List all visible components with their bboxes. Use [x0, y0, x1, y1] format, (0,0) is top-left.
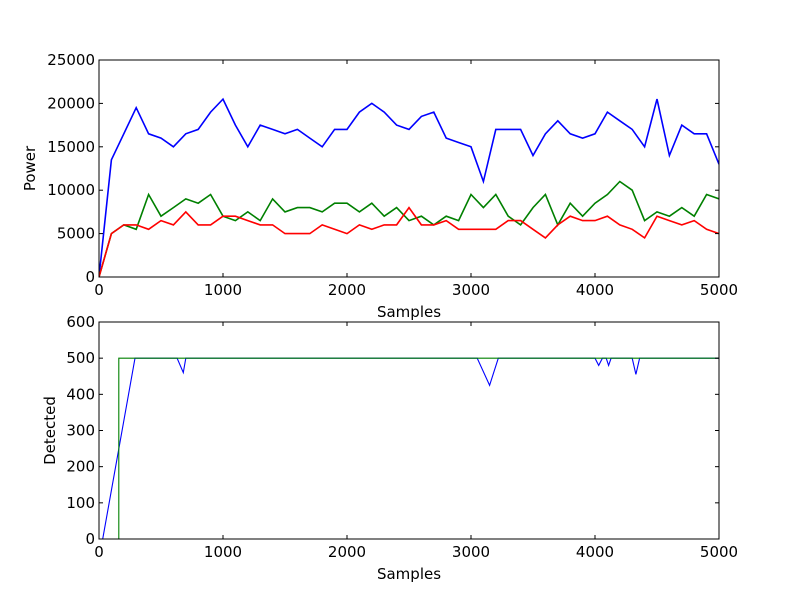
y-tick-label: 15000 [47, 138, 95, 156]
x-tick-label: 3000 [452, 543, 490, 561]
ylabel: Detected [41, 396, 59, 465]
y-tick-label: 200 [66, 458, 95, 476]
ylabel: Power [21, 145, 39, 191]
y-tick-label: 300 [66, 422, 95, 440]
series-line-2 [99, 206, 719, 277]
x-tick-label: 2000 [328, 281, 366, 299]
y-tick-label: 10000 [47, 181, 95, 199]
y-tick-label: 0 [85, 268, 95, 286]
x-tick-label: 4000 [576, 281, 614, 299]
y-tick-label: 0 [85, 530, 95, 548]
x-tick-label: 3000 [452, 281, 490, 299]
x-tick-label: 5000 [700, 281, 738, 299]
x-tick-label: 0 [94, 543, 104, 561]
xlabel: Samples [377, 303, 441, 321]
x-tick-label: 4000 [576, 543, 614, 561]
x-tick-label: 2000 [328, 543, 366, 561]
x-tick-label: 5000 [700, 543, 738, 561]
y-tick-label: 25000 [47, 51, 95, 69]
power-axes: Samples Power 0 1000 2000 3000 4000 5000 0 5000… [21, 51, 738, 321]
series-line-1 [99, 180, 719, 277]
x-tick-label: 1000 [204, 281, 242, 299]
y-tick-label: 100 [66, 494, 95, 512]
y-tick-label: 20000 [47, 94, 95, 112]
y-tick-label: 600 [66, 313, 95, 331]
axes-frame [98, 59, 720, 278]
x-tick-label: 0 [94, 281, 104, 299]
series-line-1 [99, 357, 719, 539]
xlabel: Samples [377, 565, 441, 583]
detected-axes: Samples Detected 0 1000 2000 3000 4000 5000 0 1… [41, 313, 738, 583]
y-tick-label: 500 [66, 349, 95, 367]
y-tick-label: 400 [66, 385, 95, 403]
y-tick-label: 5000 [57, 225, 95, 243]
x-tick-label: 1000 [204, 543, 242, 561]
series-line-0 [99, 97, 719, 277]
